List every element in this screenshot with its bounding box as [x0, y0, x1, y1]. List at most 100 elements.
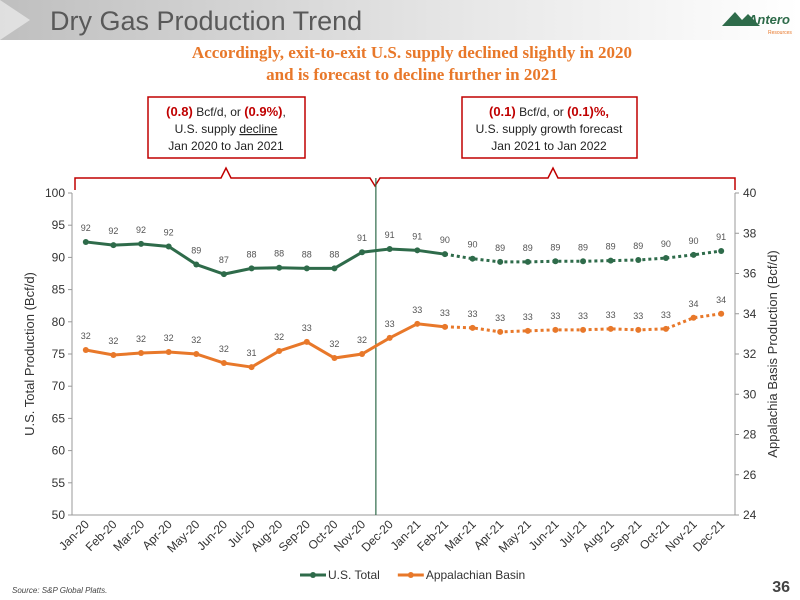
y2-tick-label: 30	[743, 387, 757, 401]
marker	[497, 328, 504, 335]
x-tick-label: Mar-20	[110, 517, 147, 554]
header-notch	[0, 0, 30, 40]
x-tick-label: Jun-21	[526, 517, 562, 553]
marker	[662, 255, 669, 262]
y2-tick-label: 34	[743, 307, 757, 321]
y2-tick-label: 38	[743, 226, 757, 240]
chart: 50 55 60 65 70 75 80 85 90 95 100 24 26 28 30 32 34 36 38 4…	[22, 178, 780, 582]
value-label: 88	[247, 249, 257, 259]
marker	[607, 257, 614, 264]
callout-text: Jan 2021 to Jan 2022	[491, 139, 607, 153]
value-label: 33	[550, 311, 560, 321]
value-label: 33	[633, 311, 643, 321]
marker	[359, 351, 366, 357]
marker	[580, 326, 587, 333]
value-label: 89	[523, 243, 533, 253]
value-label: 89	[633, 241, 643, 251]
value-label: 88	[274, 249, 284, 259]
marker	[359, 249, 366, 256]
marker	[607, 325, 614, 332]
value-label: 32	[136, 334, 146, 344]
value-label: 33	[578, 311, 588, 321]
value-label: 32	[219, 344, 229, 354]
y-tick-label: 85	[52, 283, 66, 297]
value-label: 92	[81, 223, 91, 233]
marker	[331, 265, 338, 272]
y-tick-label: 75	[52, 347, 66, 361]
y-axis-title: U.S. Total Production (Bcf/d)	[22, 272, 37, 436]
callout-bold: (0.9%)	[244, 104, 282, 119]
y2-tick-label: 36	[743, 267, 757, 281]
marker	[193, 261, 200, 268]
callout-part: Bcf/d, or	[516, 105, 567, 119]
marker	[276, 347, 283, 354]
marker	[414, 247, 421, 254]
value-label: 32	[274, 332, 284, 342]
value-label: 31	[247, 348, 257, 358]
marker	[386, 246, 393, 253]
legend-label: U.S. Total	[328, 568, 380, 582]
callout-text: (0.8) Bcf/d, or (0.9%),	[166, 104, 286, 119]
y-tick-label: 60	[52, 444, 66, 458]
marker	[497, 258, 504, 265]
value-label: 90	[468, 240, 478, 250]
x-tick-label: Sep-21	[607, 517, 644, 554]
marker	[690, 314, 697, 321]
marker	[110, 352, 117, 359]
source: Source: S&P Global Platts.	[12, 586, 107, 595]
marker	[552, 258, 559, 265]
value-label: 89	[606, 242, 616, 252]
y-tick-label: 65	[52, 411, 66, 425]
y-tick-label: 50	[52, 508, 66, 522]
value-label: 33	[523, 312, 533, 322]
callout-part: Bcf/d, or	[193, 105, 244, 119]
value-label: 90	[661, 239, 671, 249]
x-tick-label: Dec-21	[690, 517, 727, 554]
marker	[248, 364, 255, 371]
value-label: 33	[606, 310, 616, 320]
marker	[414, 320, 421, 327]
marker	[110, 242, 117, 249]
logo: Antero	[747, 12, 790, 27]
value-label: 91	[412, 231, 422, 241]
marker	[82, 346, 89, 353]
marker	[165, 348, 172, 355]
callout-text: Jan 2020 to Jan 2021	[168, 139, 284, 153]
legend-marker	[310, 572, 316, 578]
y2-axis-title: Appalachia Basis Production (Bcf/d)	[765, 250, 780, 457]
y2-tick-label: 28	[743, 428, 757, 442]
marker	[718, 247, 725, 254]
y-tick-label: 80	[52, 315, 66, 329]
value-label: 91	[385, 230, 395, 240]
marker	[138, 240, 145, 247]
value-label: 33	[495, 313, 505, 323]
value-label: 34	[716, 295, 726, 305]
value-label: 92	[164, 227, 174, 237]
value-label: 91	[357, 233, 367, 243]
callout-text: U.S. supply growth forecast	[476, 122, 623, 136]
value-label: 33	[302, 323, 312, 333]
marker	[193, 351, 200, 357]
value-label: 90	[689, 236, 699, 246]
marker	[441, 323, 448, 330]
x-tick-label: Sep-20	[276, 517, 313, 554]
marker	[469, 255, 476, 262]
value-label: 32	[108, 336, 118, 346]
y-tick-label: 55	[52, 476, 66, 490]
marker	[635, 256, 642, 263]
y2-tick-label: 24	[743, 508, 757, 522]
value-label: 32	[357, 335, 367, 345]
value-label: 32	[164, 333, 174, 343]
value-label: 89	[578, 242, 588, 252]
series-line	[85, 240, 446, 276]
value-label: 33	[661, 310, 671, 320]
value-label: 32	[329, 339, 339, 349]
value-label: 32	[81, 331, 91, 341]
marker	[138, 349, 145, 356]
marker	[276, 264, 283, 271]
x-tick-label: Jun-20	[194, 517, 230, 553]
marker	[635, 326, 642, 333]
value-label: 89	[191, 245, 201, 255]
marker	[524, 327, 531, 334]
